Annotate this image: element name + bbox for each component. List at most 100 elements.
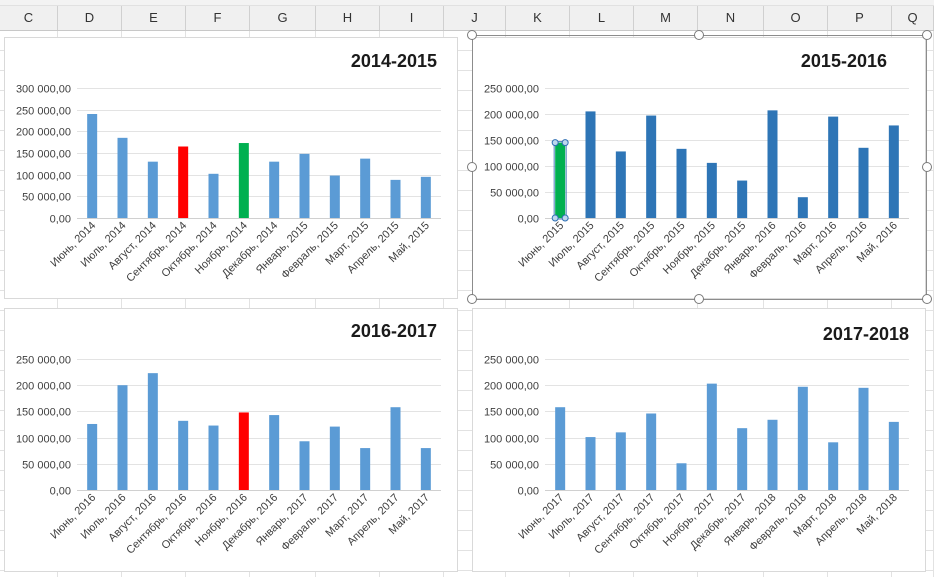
column-header-M[interactable]: M [634, 6, 698, 30]
bar-1[interactable] [87, 114, 98, 218]
chart-2016-2017[interactable]: 2016-2017 0,00 50 000,00 100 000,00 150 000… [4, 308, 458, 572]
bar-12[interactable] [420, 176, 431, 218]
bar-9[interactable] [797, 197, 808, 218]
formula-bar-strip [0, 0, 934, 6]
bar-2[interactable] [585, 111, 596, 218]
column-header-F[interactable]: F [186, 6, 250, 30]
bar-5[interactable] [676, 148, 687, 218]
bar-7[interactable] [269, 161, 280, 218]
bar-12[interactable] [420, 448, 431, 490]
bar-4[interactable] [646, 413, 657, 490]
bar-5[interactable] [208, 425, 219, 490]
bar-1[interactable] [87, 423, 98, 490]
bar-selection-handle[interactable] [561, 214, 569, 222]
column-header-Q[interactable]: Q [892, 6, 934, 30]
bar-8[interactable] [767, 110, 778, 218]
bar-10[interactable] [360, 448, 371, 490]
column-header-O[interactable]: O [764, 6, 828, 30]
column-header-I[interactable]: I [380, 6, 444, 30]
resize-handle-right[interactable] [922, 162, 932, 172]
bar-4[interactable] [178, 146, 189, 219]
bar-7[interactable] [269, 415, 280, 490]
resize-handle-bottom-right[interactable] [922, 294, 932, 304]
bar-7[interactable] [737, 428, 748, 490]
bar-8[interactable] [299, 153, 310, 218]
y-tick-label: 50 000,00 [22, 192, 71, 204]
y-tick-label: 0,00 [50, 486, 71, 498]
y-tick-label: 250 000,00 [484, 84, 539, 96]
bar-9[interactable] [329, 175, 340, 218]
bar-4[interactable] [646, 115, 657, 218]
bar-3[interactable] [147, 373, 158, 490]
bar-selection-handle[interactable] [561, 139, 569, 147]
bar-8[interactable] [767, 419, 778, 490]
resize-handle-bottom-left[interactable] [467, 294, 477, 304]
bar-3[interactable] [147, 161, 158, 218]
bar-1[interactable] [555, 407, 566, 490]
y-tick-label: 150 000,00 [484, 407, 539, 419]
bar-10[interactable] [828, 116, 839, 218]
bar-2[interactable] [117, 385, 128, 490]
chart-title: 2015-2016 [800, 51, 887, 71]
resize-handle-top[interactable] [694, 30, 704, 40]
y-tick-label: 200 000,00 [484, 381, 539, 393]
bar-4[interactable] [178, 420, 189, 490]
bar-3[interactable] [615, 432, 626, 490]
y-tick-label: 100 000,00 [16, 434, 71, 446]
chart-2014-2015[interactable]: 2014-2015 0,00 50 000,00 100 000,00 150 000… [4, 37, 458, 299]
y-tick-label: 250 000,00 [16, 106, 71, 118]
column-header-N[interactable]: N [698, 6, 764, 30]
bar-10[interactable] [828, 442, 839, 490]
bar-11[interactable] [390, 407, 401, 490]
column-header-C[interactable]: C [0, 6, 58, 30]
resize-handle-top-left[interactable] [467, 30, 477, 40]
column-header-D[interactable]: D [58, 6, 122, 30]
chart-plot-2015-2016: 0,00 50 000,00 100 000,00 150 000,00 200 000… [484, 84, 909, 285]
bar-selection-handle[interactable] [551, 214, 559, 222]
y-tick-label: 50 000,00 [490, 188, 539, 200]
resize-handle-left[interactable] [467, 162, 477, 172]
bar-9[interactable] [329, 426, 340, 490]
bar-2[interactable] [585, 437, 596, 490]
y-tick-label: 200 000,00 [16, 127, 71, 139]
chart-plot-2014-2015: 0,00 50 000,00 100 000,00 150 000,00 200 000… [16, 84, 441, 285]
bar-3[interactable] [615, 151, 626, 218]
y-tick-label: 150 000,00 [16, 407, 71, 419]
y-tick-label: 300 000,00 [16, 84, 71, 96]
bar-8[interactable] [299, 441, 310, 490]
selected-bar-outline [553, 141, 567, 220]
bar-6[interactable] [706, 383, 717, 490]
resize-handle-bottom[interactable] [694, 294, 704, 304]
bar-11[interactable] [858, 147, 869, 218]
bar-6[interactable] [238, 412, 249, 490]
bar-11[interactable] [858, 387, 869, 490]
bar-11[interactable] [390, 179, 401, 218]
bar-12[interactable] [888, 125, 899, 218]
column-header-H[interactable]: H [316, 6, 380, 30]
chart-2015-2016[interactable]: 2015-2016 0,00 50 000,00 100 000,00 150 000… [472, 37, 926, 299]
y-tick-label: 200 000,00 [484, 110, 539, 122]
bar-6[interactable] [706, 162, 717, 218]
bar-10[interactable] [360, 158, 371, 218]
bar-selection-handle[interactable] [551, 139, 559, 147]
column-header-L[interactable]: L [570, 6, 634, 30]
column-header-G[interactable]: G [250, 6, 316, 30]
bar-7[interactable] [737, 180, 748, 218]
bar-1[interactable] [555, 142, 566, 218]
resize-handle-top-right[interactable] [922, 30, 932, 40]
chart-2017-2018[interactable]: 2017-2018 0,00 50 000,00 100 000,00 150 000… [472, 308, 926, 572]
bar-12[interactable] [888, 421, 899, 490]
chart-title: 2017-2018 [822, 324, 909, 344]
bar-6[interactable] [238, 143, 249, 218]
column-header-P[interactable]: P [828, 6, 892, 30]
bar-2[interactable] [117, 137, 128, 218]
column-header-K[interactable]: K [506, 6, 570, 30]
bar-5[interactable] [208, 173, 219, 218]
chart-plot-2017-2018: 0,00 50 000,00 100 000,00 150 000,00 200 000… [484, 355, 909, 557]
column-header-J[interactable]: J [444, 6, 506, 30]
bar-9[interactable] [797, 386, 808, 490]
column-header-band [0, 6, 934, 31]
column-header-E[interactable]: E [122, 6, 186, 30]
y-tick-label: 100 000,00 [484, 162, 539, 174]
bar-5[interactable] [676, 463, 687, 490]
